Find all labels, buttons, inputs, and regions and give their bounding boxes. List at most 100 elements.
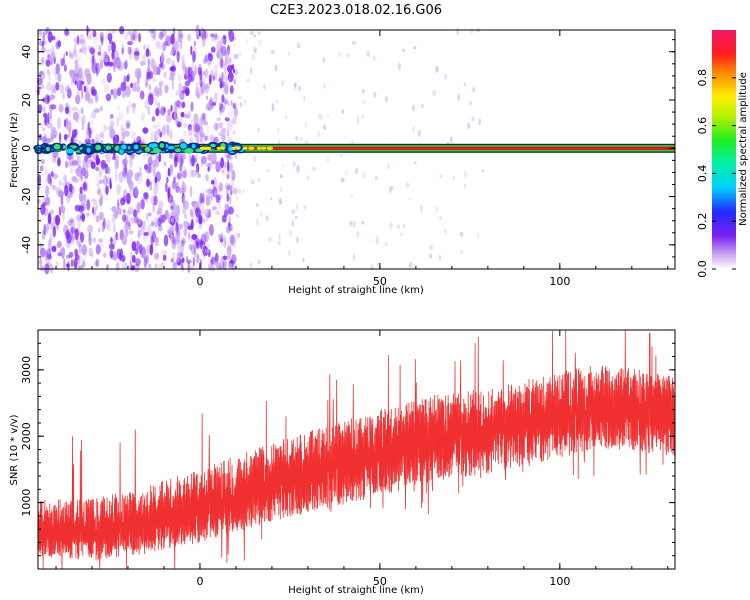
noise-speck xyxy=(183,122,188,129)
noise-speck xyxy=(119,111,125,122)
spectrogram-y-axis-label: Frequency (Hz) xyxy=(9,112,20,188)
noise-speck xyxy=(201,117,207,125)
noise-speck xyxy=(212,260,219,266)
noise-speck xyxy=(296,42,301,49)
x-tick-label: 0 xyxy=(196,275,203,288)
noise-speck xyxy=(128,230,134,235)
noise-speck xyxy=(362,89,365,94)
noise-speck xyxy=(180,111,185,118)
noise-speck xyxy=(120,81,127,92)
noise-speck xyxy=(44,116,48,125)
colorbar-tick-label: 0.8 xyxy=(696,69,709,87)
colorbar-tick-label: 0.2 xyxy=(696,212,709,230)
noise-speck xyxy=(90,56,94,62)
noise-speck xyxy=(185,67,189,76)
noise-speck xyxy=(45,223,49,234)
noise-speck xyxy=(420,103,424,108)
noise-speck xyxy=(87,121,91,131)
noise-speck xyxy=(219,259,225,270)
noise-speck xyxy=(292,161,297,167)
noise-speck xyxy=(45,137,51,144)
noise-speck xyxy=(443,228,447,235)
noise-speck xyxy=(94,260,98,267)
noise-speck xyxy=(109,128,116,140)
noise-speck xyxy=(189,153,192,163)
noise-speck xyxy=(148,83,152,92)
noise-speck xyxy=(86,34,93,40)
noise-speck xyxy=(131,254,136,264)
noise-speck xyxy=(44,30,48,36)
noise-speck xyxy=(66,120,71,127)
noise-speck xyxy=(90,161,96,170)
noise-speck xyxy=(171,180,176,190)
noise-speck xyxy=(160,262,165,267)
noise-speck xyxy=(389,221,393,229)
snr-series-layer xyxy=(37,329,676,569)
noise-speck xyxy=(88,233,92,246)
noise-speck xyxy=(48,33,51,40)
noise-speck xyxy=(92,38,99,51)
noise-speck xyxy=(203,112,207,123)
noise-speck xyxy=(110,237,113,244)
noise-speck xyxy=(74,204,81,212)
noise-speck xyxy=(119,186,122,191)
noise-speck xyxy=(115,56,121,69)
noise-speck xyxy=(38,174,42,186)
x-tick-label: 100 xyxy=(549,275,570,288)
noise-speck xyxy=(138,32,141,43)
noise-speck xyxy=(429,244,433,251)
noise-speck xyxy=(233,53,239,60)
noise-speck xyxy=(88,247,94,257)
noise-speck xyxy=(110,206,116,212)
band-blob xyxy=(45,146,51,152)
noise-speck xyxy=(98,169,103,178)
noise-speck xyxy=(194,64,197,77)
noise-speck xyxy=(150,57,155,69)
noise-speck xyxy=(175,229,179,241)
noise-speck xyxy=(222,34,227,40)
band-blob xyxy=(167,145,175,150)
noise-speck xyxy=(224,61,228,68)
noise-speck xyxy=(204,67,209,80)
noise-speck xyxy=(176,180,180,188)
noise-speck xyxy=(92,30,97,38)
noise-speck xyxy=(459,231,464,238)
noise-speck xyxy=(396,224,400,229)
noise-speck xyxy=(173,188,180,194)
noise-speck xyxy=(184,213,188,220)
noise-speck xyxy=(478,118,481,126)
noise-speck xyxy=(67,261,70,272)
noise-speck xyxy=(230,176,235,188)
noise-speck xyxy=(161,250,168,255)
noise-speck xyxy=(224,49,231,56)
noise-speck xyxy=(57,72,62,83)
noise-speck xyxy=(77,80,83,92)
noise-speck xyxy=(52,155,57,163)
noise-speck xyxy=(45,185,50,197)
noise-speck xyxy=(129,157,133,168)
noise-speck xyxy=(46,81,52,92)
noise-speck xyxy=(219,102,223,111)
noise-speck xyxy=(116,87,122,97)
noise-speck xyxy=(114,174,118,182)
noise-speck xyxy=(218,48,223,54)
noise-speck xyxy=(172,70,177,76)
noise-speck xyxy=(165,35,172,47)
noise-speck xyxy=(196,253,200,264)
noise-speck xyxy=(67,161,71,168)
noise-speck xyxy=(312,166,316,171)
noise-speck xyxy=(121,234,127,246)
noise-speck xyxy=(115,262,120,272)
noise-speck xyxy=(181,237,186,245)
noise-speck xyxy=(160,62,166,71)
noise-speck xyxy=(444,73,447,81)
noise-speck xyxy=(80,214,86,220)
noise-speck xyxy=(152,202,155,212)
noise-speck xyxy=(199,75,203,88)
noise-speck xyxy=(75,112,79,123)
noise-speck xyxy=(213,64,219,73)
noise-speck xyxy=(268,236,272,242)
noise-speck xyxy=(192,50,196,63)
noise-speck xyxy=(181,171,187,179)
noise-speck xyxy=(146,66,151,71)
